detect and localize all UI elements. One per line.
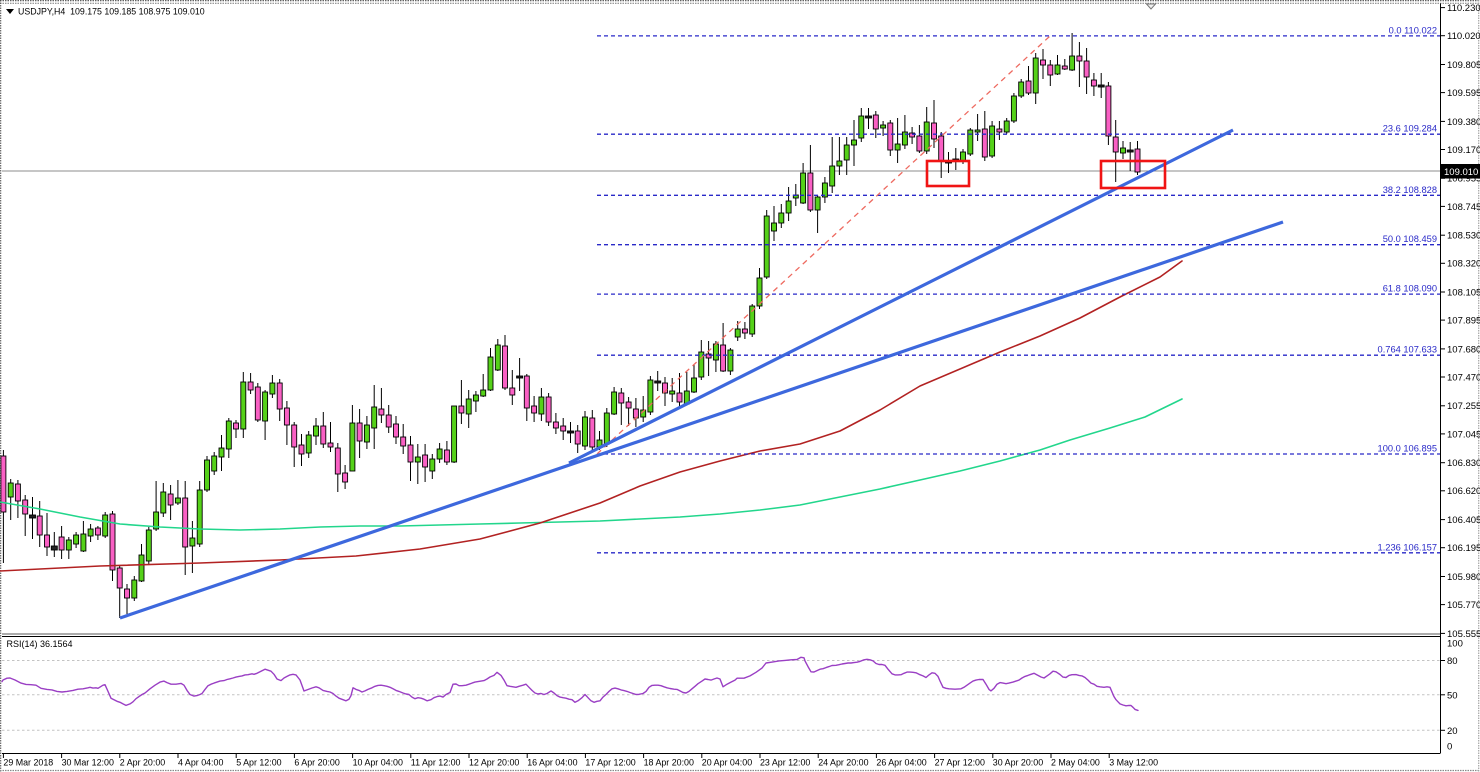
- svg-text:108.105: 108.105: [1447, 287, 1480, 298]
- svg-text:24 Apr 20:00: 24 Apr 20:00: [818, 758, 868, 768]
- svg-text:109.170: 109.170: [1447, 145, 1480, 156]
- svg-text:0.0 110.022: 0.0 110.022: [1389, 25, 1437, 35]
- svg-text:5 Apr 12:00: 5 Apr 12:00: [236, 758, 281, 768]
- svg-text:RSI(14) 36.1564: RSI(14) 36.1564: [7, 639, 73, 649]
- svg-text:16 Apr 04:00: 16 Apr 04:00: [527, 758, 577, 768]
- svg-text:109.805: 109.805: [1447, 60, 1480, 71]
- svg-text:2 Apr 20:00: 2 Apr 20:00: [120, 758, 165, 768]
- svg-text:100.0 106.895: 100.0 106.895: [1378, 444, 1437, 454]
- svg-text:18 Apr 20:00: 18 Apr 20:00: [644, 758, 694, 768]
- svg-text:105.555: 105.555: [1447, 629, 1480, 640]
- svg-text:23.6 109.284: 23.6 109.284: [1383, 124, 1437, 134]
- svg-text:1.236 106.157: 1.236 106.157: [1378, 542, 1437, 552]
- svg-text:20 Apr 04:00: 20 Apr 04:00: [702, 758, 752, 768]
- svg-text:107.255: 107.255: [1447, 401, 1480, 412]
- svg-text:3 May 12:00: 3 May 12:00: [1109, 758, 1158, 768]
- svg-text:108.955: 108.955: [1447, 174, 1480, 185]
- svg-text:109.380: 109.380: [1447, 117, 1480, 128]
- svg-text:USDJPY,H4 109.175 109.185 108: USDJPY,H4 109.175 109.185 108.975 109.01…: [18, 7, 205, 17]
- svg-text:80: 80: [1447, 656, 1458, 667]
- svg-text:50: 50: [1447, 690, 1458, 701]
- svg-text:106.830: 106.830: [1447, 458, 1480, 469]
- svg-text:26 Apr 04:00: 26 Apr 04:00: [876, 758, 926, 768]
- svg-text:106.195: 106.195: [1447, 543, 1480, 554]
- svg-text:106.405: 106.405: [1447, 515, 1480, 526]
- svg-text:105.770: 105.770: [1447, 600, 1480, 611]
- svg-text:0.764 107.633: 0.764 107.633: [1378, 345, 1437, 355]
- svg-text:23 Apr 12:00: 23 Apr 12:00: [760, 758, 810, 768]
- svg-text:10 Apr 04:00: 10 Apr 04:00: [353, 758, 403, 768]
- svg-text:2 May 04:00: 2 May 04:00: [1051, 758, 1100, 768]
- svg-text:108.745: 108.745: [1447, 202, 1480, 213]
- svg-text:107.470: 107.470: [1447, 372, 1480, 383]
- svg-text:11 Apr 12:00: 11 Apr 12:00: [411, 758, 461, 768]
- svg-text:30 Apr 20:00: 30 Apr 20:00: [993, 758, 1043, 768]
- svg-text:38.2 108.828: 38.2 108.828: [1383, 185, 1437, 195]
- svg-text:29 Mar 2018: 29 Mar 2018: [3, 758, 53, 768]
- svg-text:108.530: 108.530: [1447, 231, 1480, 242]
- svg-text:109.010: 109.010: [1444, 167, 1478, 178]
- svg-text:6 Apr 20:00: 6 Apr 20:00: [294, 758, 339, 768]
- svg-text:109.595: 109.595: [1447, 88, 1480, 99]
- svg-text:17 Apr 12:00: 17 Apr 12:00: [585, 758, 635, 768]
- svg-text:106.620: 106.620: [1447, 486, 1480, 497]
- svg-text:30 Mar 12:00: 30 Mar 12:00: [62, 758, 114, 768]
- svg-text:110.230: 110.230: [1447, 3, 1480, 14]
- svg-text:50.0 108.459: 50.0 108.459: [1383, 234, 1437, 244]
- svg-text:0: 0: [1447, 741, 1452, 752]
- svg-text:107.895: 107.895: [1447, 316, 1480, 327]
- svg-text:12 Apr 20:00: 12 Apr 20:00: [469, 758, 519, 768]
- svg-text:4 Apr 04:00: 4 Apr 04:00: [178, 758, 223, 768]
- svg-text:20: 20: [1447, 726, 1458, 737]
- svg-text:110.020: 110.020: [1447, 31, 1480, 42]
- svg-text:108.320: 108.320: [1447, 259, 1480, 270]
- svg-text:27 Apr 12:00: 27 Apr 12:00: [935, 758, 985, 768]
- svg-text:107.680: 107.680: [1447, 344, 1480, 355]
- svg-text:105.980: 105.980: [1447, 572, 1480, 583]
- svg-text:61.8 108.090: 61.8 108.090: [1383, 284, 1437, 294]
- svg-text:107.045: 107.045: [1447, 429, 1480, 440]
- svg-text:100: 100: [1447, 639, 1463, 650]
